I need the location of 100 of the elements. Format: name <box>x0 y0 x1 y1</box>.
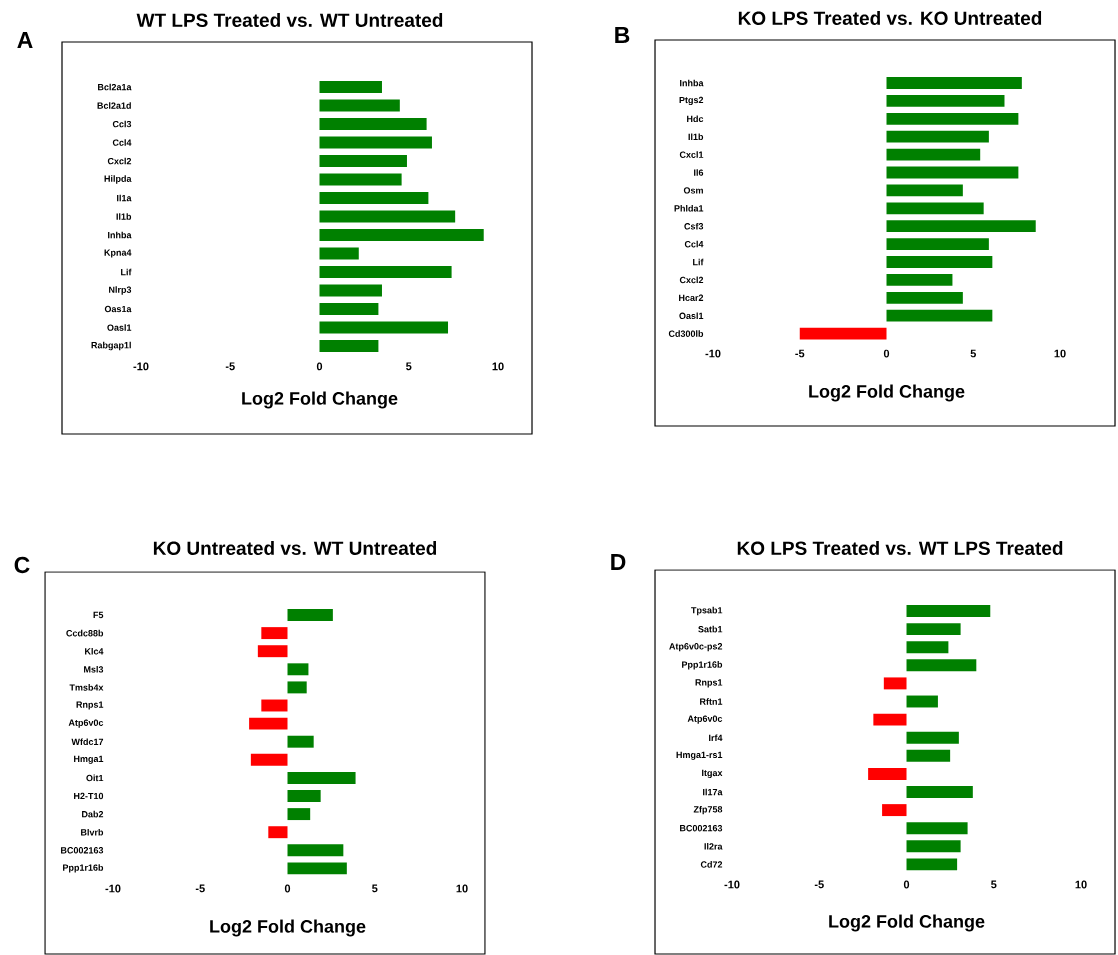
y-tick-label: Oit1 <box>86 774 104 782</box>
y-tick-label: Csf3 <box>684 222 704 230</box>
bar <box>319 173 402 186</box>
y-tick-label: Phlda1 <box>674 204 704 212</box>
x-tick-label: -10 <box>133 362 149 371</box>
bar <box>906 623 961 636</box>
y-tick-label: Rftn1 <box>700 698 723 705</box>
y-tick-label: Msl3 <box>84 665 104 673</box>
bar <box>886 291 963 304</box>
text: A <box>17 32 33 48</box>
chart-title: KO LPS Treated vs. KO Untreated <box>738 11 1042 25</box>
bar <box>906 641 949 654</box>
y-tick-label: BC002163 <box>680 825 723 832</box>
y-tick-label: Atp6v0c <box>68 719 104 728</box>
x-tick-label: 0 <box>284 884 291 893</box>
y-tick-label: Il2ra <box>704 843 723 850</box>
y-tick-label: Ppp1r16b <box>682 661 723 670</box>
bar <box>268 826 288 839</box>
y-tick-label: Bcl2a1a <box>98 83 132 91</box>
bar <box>886 220 1036 233</box>
bar <box>261 699 288 712</box>
y-tick-label: Dab2 <box>82 810 104 818</box>
y-tick-label: Il1a <box>117 194 132 202</box>
bar <box>287 808 311 821</box>
bar <box>319 247 359 260</box>
y-tick-label: Ccl4 <box>112 139 132 146</box>
bar <box>250 753 288 766</box>
x-axis-title: Log2 Fold Change <box>829 914 985 932</box>
x-tick-label: -5 <box>814 880 824 889</box>
bar <box>886 256 993 268</box>
x-tick-label: -10 <box>724 880 740 889</box>
y-tick-label: Tpsab1 <box>691 606 723 616</box>
y-tick-label: Blvrb <box>81 828 104 836</box>
x-tick-label: 10 <box>456 884 468 893</box>
text: B <box>615 27 630 43</box>
y-tick-label: Satb1 <box>698 625 723 633</box>
bar <box>886 184 963 197</box>
y-tick-label: Osm <box>683 187 703 194</box>
bar <box>249 717 288 730</box>
y-tick-label: Atp6v0c <box>687 715 723 724</box>
x-tick-label: 10 <box>492 362 504 371</box>
y-tick-label: Hcar2 <box>679 294 704 301</box>
x-tick-label: 5 <box>991 880 997 889</box>
bar <box>886 94 1005 107</box>
x-tick-label: 0 <box>903 880 910 889</box>
y-tick-label: Ppp1r16b <box>63 864 104 873</box>
bar <box>287 609 333 621</box>
x-tick-label: -5 <box>225 362 235 371</box>
y-tick-label: Nlrp3 <box>109 286 132 295</box>
y-tick-label: Cxcl2 <box>107 157 132 165</box>
y-tick-label: Il1b <box>116 213 132 220</box>
y-tick-label: Inhba <box>108 231 132 239</box>
bar <box>319 284 382 297</box>
x-tick-label: 10 <box>1075 880 1087 889</box>
bar <box>868 767 907 780</box>
y-tick-label: Wfdc17 <box>71 738 104 746</box>
x-tick-label: 5 <box>406 362 412 371</box>
y-tick-label: Il6 <box>694 169 704 176</box>
y-tick-label: Cxcl2 <box>679 276 704 284</box>
bar <box>319 191 429 205</box>
y-tick-label: Oasl1 <box>107 324 132 331</box>
bar <box>882 804 907 817</box>
y-tick-label: Atp6v0c-ps2 <box>669 643 723 652</box>
x-axis-title: Log2 Fold Change <box>809 384 965 402</box>
bar <box>906 840 961 853</box>
y-tick-label: Lif <box>121 268 132 276</box>
x-tick-label: 0 <box>316 362 323 371</box>
bar <box>319 154 407 168</box>
y-tick-label: Ccl3 <box>112 120 132 128</box>
y-tick-label: Zfp758 <box>693 805 723 815</box>
text: C <box>14 556 30 574</box>
bar <box>886 130 989 143</box>
bar <box>886 166 1019 179</box>
bar <box>287 790 321 802</box>
y-tick-label: Irf4 <box>709 734 723 741</box>
bar <box>873 713 907 726</box>
bar <box>319 321 449 334</box>
bar <box>883 677 907 690</box>
y-tick-label: H2-T10 <box>74 792 104 800</box>
y-tick-label: Ccdc88b <box>66 629 104 637</box>
bar <box>319 228 484 242</box>
bar <box>906 858 958 871</box>
chart-title: WT LPS Treated vs. WT Untreated <box>136 13 443 27</box>
x-tick-label: -5 <box>195 884 205 893</box>
text: D <box>611 554 626 570</box>
bar <box>319 136 432 149</box>
bar <box>319 99 400 112</box>
bar <box>287 735 314 748</box>
y-tick-label: Hilpda <box>104 175 132 184</box>
y-tick-label: Tmsb4x <box>69 684 104 691</box>
y-tick-label: Il1b <box>688 133 704 140</box>
y-tick-label: Kpna4 <box>104 249 132 258</box>
bar <box>261 627 288 640</box>
bar <box>886 202 984 215</box>
bar <box>906 731 959 744</box>
y-tick-label: Itgax <box>702 769 723 778</box>
chart-title: KO Untreated vs. WT Untreated <box>153 541 437 555</box>
bar <box>886 309 993 322</box>
bar <box>906 605 991 617</box>
y-tick-label: Rnps1 <box>76 701 104 710</box>
